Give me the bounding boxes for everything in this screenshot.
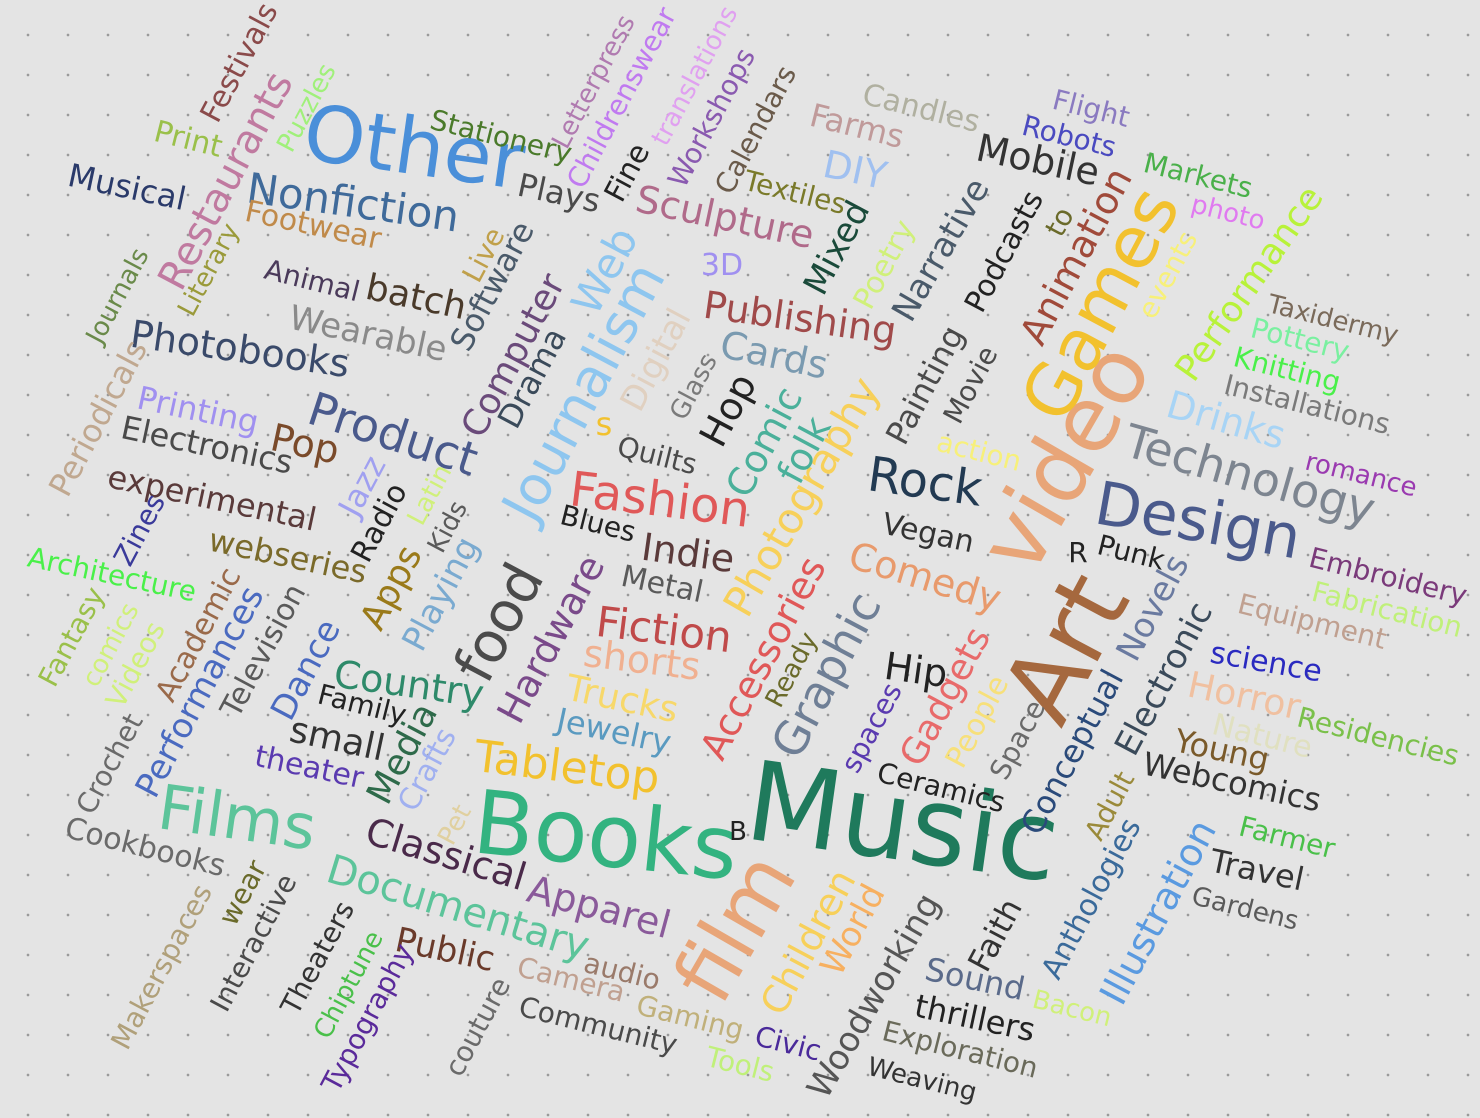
word-b: B <box>729 817 747 847</box>
word-faith: Faith <box>960 892 1030 978</box>
word-r: R <box>1068 536 1088 569</box>
word-crochet: Crochet <box>69 707 150 820</box>
word-print: Print <box>150 114 226 165</box>
word-musical: Musical <box>64 155 190 219</box>
word-zines: Zines <box>107 488 173 572</box>
word-animal: Animal <box>261 252 364 309</box>
word-residencies: Residencies <box>1293 700 1463 773</box>
word-couture: couture <box>437 971 518 1082</box>
word-makerspaces: Makerspaces <box>104 878 219 1055</box>
word-3d: 3D <box>700 248 744 283</box>
word-s: s <box>595 405 613 443</box>
